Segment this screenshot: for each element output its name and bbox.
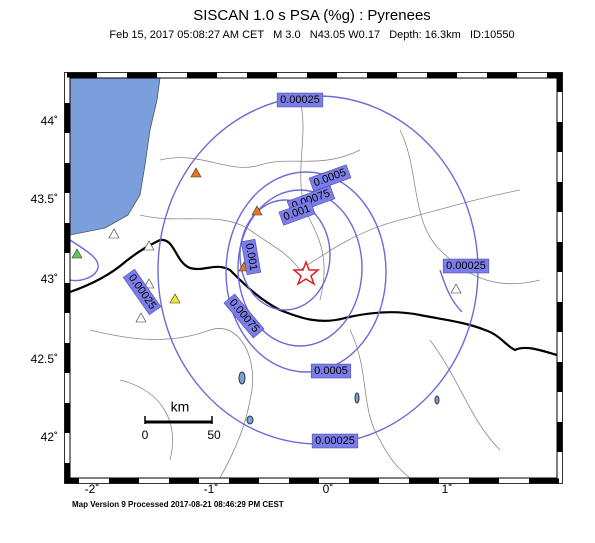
latitude-label: 44˚ [41,114,58,128]
river [119,379,173,461]
river [159,149,361,168]
station [169,293,181,304]
contour-label: 0.0005 [310,363,352,379]
river [299,189,521,271]
contour-label: 0.00025 [311,433,359,449]
station [450,283,462,294]
subtitle: Feb 15, 2017 05:08:27 AM CET M 3.0 N43.0… [109,29,514,41]
station [143,240,155,251]
station [143,278,155,289]
contour [439,269,463,313]
station [135,312,147,323]
latitude-label: 42˚ [41,430,58,444]
longitude-label: -1˚ [204,482,219,496]
longitude-label: 0˚ [323,482,334,496]
sea [70,78,161,236]
map-frame [69,77,558,479]
station [71,248,83,259]
longitude-label: -2˚ [85,482,100,496]
contour-label-box [240,238,262,276]
lake [238,371,246,385]
scale-end: 50 [207,428,221,442]
contour-label-box [311,433,359,449]
river [399,129,541,285]
contour-label-text: 0.00025 [280,94,320,106]
contour [70,239,99,282]
contour-label-box [278,200,316,226]
contour [239,199,331,311]
contour-label-text: 0.0005 [314,365,348,377]
outer-frame [64,72,563,484]
river [89,328,253,478]
contour-label-text: 0.00025 [315,435,355,447]
scale-unit: km [171,399,190,415]
contour [225,171,387,373]
contour-label: 0.00025 [442,258,490,274]
river [139,214,301,271]
longitude-label: 1˚ [442,482,453,496]
frame-ticks [64,72,563,484]
contour-label-box [223,293,265,339]
title: SISCAN 1.0 s PSA (%g) : Pyrenees [193,7,431,24]
contour-label: 0.001 [240,238,262,276]
lake [434,395,440,405]
contour-label-box [122,268,162,316]
contour-label-box [310,363,352,379]
lake [354,392,360,404]
latitude-label: 43.5˚ [31,192,58,206]
latitude-label: 43˚ [41,272,58,286]
contour-label-text: 0.00025 [446,260,486,272]
station [190,167,202,178]
lake [246,415,254,425]
latitude-label: 42.5˚ [31,352,58,366]
contour-label-text: 0.001 [243,242,260,271]
scale-start: 0 [142,428,149,442]
contour-label: 0.00025 [276,92,324,108]
river [299,99,325,301]
contour-label-box [276,92,324,108]
river [429,339,501,451]
contour-label-box [308,164,352,192]
station [251,205,263,216]
contour-label-box [442,258,490,274]
footer: Map Version 9 Processed 2017-08-21 08:46… [72,500,284,509]
station [108,228,120,239]
contour [237,189,363,347]
epicenter [291,259,321,286]
